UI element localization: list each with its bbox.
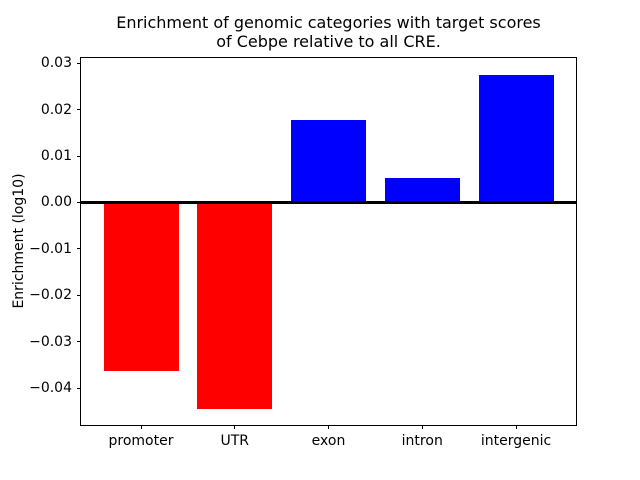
y-tick-−0.04	[77, 387, 81, 389]
bar-UTR	[197, 202, 273, 410]
x-tick-exon	[328, 425, 329, 429]
chart-title-line-1: Enrichment of genomic categories with ta…	[116, 13, 541, 32]
y-tick-−0.02	[77, 294, 81, 296]
bars-layer	[81, 58, 576, 425]
x-tick-promoter	[140, 425, 142, 429]
y-tick-label-−0.01: −0.01	[29, 240, 72, 257]
y-tick-0.03	[77, 62, 81, 64]
y-tick-label-0.02: 0.02	[40, 101, 72, 118]
y-tick-label-0.01: 0.01	[40, 148, 72, 165]
bar-intron	[384, 177, 460, 203]
y-tick-−0.03	[77, 341, 81, 343]
y-tick-0.02	[77, 109, 81, 111]
chart-title-line-2: of Cebpe relative to all CRE.	[216, 32, 441, 51]
x-tick-label-UTR: UTR	[220, 433, 250, 449]
bar-promoter	[103, 202, 179, 371]
y-tick-label-−0.02: −0.02	[29, 287, 72, 304]
x-tick-label-promoter: promoter	[108, 433, 174, 449]
bar-intergenic	[478, 74, 554, 203]
x-tick-UTR	[234, 425, 236, 429]
y-tick-label-−0.04: −0.04	[29, 380, 72, 397]
x-tick-intron	[421, 425, 423, 429]
y-tick-label-0.00: 0.00	[40, 194, 72, 211]
x-tick-label-exon: exon	[311, 433, 346, 449]
y-tick-−0.01	[77, 248, 81, 250]
zero-line	[81, 200, 576, 204]
chart-title: Enrichment of genomic categories with ta…	[81, 13, 576, 51]
plot-area	[80, 57, 577, 426]
x-tick-intergenic	[515, 425, 517, 429]
y-tick-label-−0.03: −0.03	[29, 333, 72, 350]
bar-exon	[291, 120, 366, 203]
y-tick-0.01	[77, 155, 81, 157]
x-tick-label-intergenic: intergenic	[480, 433, 552, 449]
y-tick-0.00	[77, 201, 81, 203]
x-tick-label-intron: intron	[401, 433, 443, 449]
y-tick-label-0.03: 0.03	[40, 55, 72, 72]
